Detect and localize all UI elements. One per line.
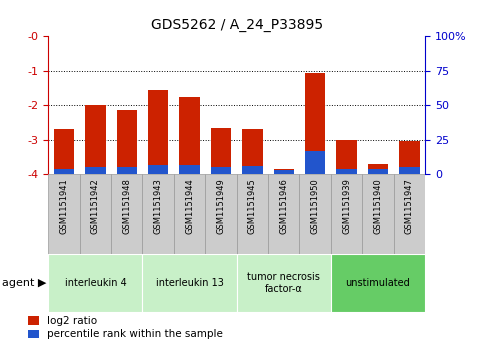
Bar [237,254,331,312]
Bar [268,174,299,254]
Legend: log2 ratio, percentile rank within the sample: log2 ratio, percentile rank within the s… [24,312,227,344]
Bar [336,169,357,174]
Bar [399,142,420,174]
Bar [273,170,294,174]
Text: GSM1151947: GSM1151947 [405,178,414,234]
Bar [237,174,268,254]
Bar [368,169,388,174]
Bar [205,174,237,254]
Bar [362,174,394,254]
Bar [85,167,106,174]
Bar [142,254,237,312]
Bar [174,174,205,254]
Bar [399,167,420,174]
Bar [305,151,326,174]
Bar [85,105,106,174]
Bar [242,129,263,174]
Text: interleukin 13: interleukin 13 [156,278,224,288]
Bar [273,169,294,174]
Bar [368,164,388,174]
Bar [116,110,137,174]
Bar [211,167,231,174]
Text: GSM1151948: GSM1151948 [122,178,131,234]
Text: interleukin 4: interleukin 4 [65,278,126,288]
Bar [48,254,142,312]
Text: GSM1151940: GSM1151940 [373,178,383,234]
Bar [116,167,137,174]
Bar [331,254,425,312]
Text: GSM1151943: GSM1151943 [154,178,163,234]
Bar [54,129,74,174]
Bar [80,174,111,254]
Text: GSM1151939: GSM1151939 [342,178,351,234]
Text: agent ▶: agent ▶ [2,278,47,288]
Text: GSM1151946: GSM1151946 [279,178,288,234]
Title: GDS5262 / A_24_P33895: GDS5262 / A_24_P33895 [151,19,323,33]
Bar [394,174,425,254]
Bar [148,90,169,174]
Text: GSM1151941: GSM1151941 [59,178,69,234]
Text: GSM1151950: GSM1151950 [311,178,320,234]
Text: GSM1151942: GSM1151942 [91,178,100,234]
Bar [142,174,174,254]
Bar [179,97,200,174]
Bar [148,164,169,174]
Bar [336,140,357,174]
Bar [111,174,142,254]
Bar [179,164,200,174]
Bar [211,128,231,174]
Text: unstimulated: unstimulated [345,278,411,288]
Text: GSM1151949: GSM1151949 [216,178,226,234]
Bar [299,174,331,254]
Text: GSM1151944: GSM1151944 [185,178,194,234]
Bar [331,174,362,254]
Bar [48,174,80,254]
Bar [242,166,263,174]
Bar [54,169,74,174]
Bar [305,73,326,174]
Text: GSM1151945: GSM1151945 [248,178,257,234]
Text: tumor necrosis
factor-α: tumor necrosis factor-α [247,272,320,294]
